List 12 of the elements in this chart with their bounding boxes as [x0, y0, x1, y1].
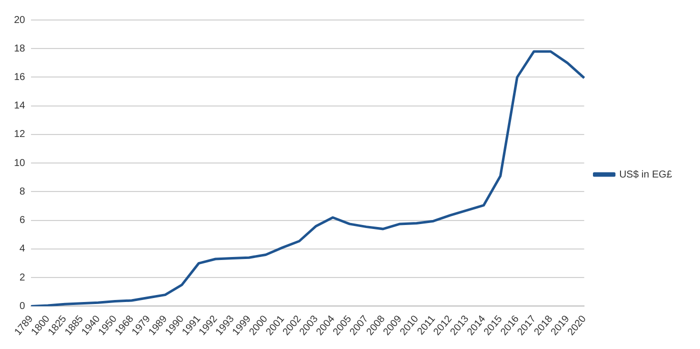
y-tick-label: 18 — [14, 43, 26, 54]
legend-label: US$ in EG£ — [619, 169, 672, 180]
y-tick-label: 4 — [20, 244, 26, 255]
y-tick-label: 6 — [20, 215, 26, 226]
y-tick-label: 10 — [14, 158, 26, 169]
y-tick-label: 12 — [14, 129, 26, 140]
y-tick-label: 2 — [20, 272, 26, 284]
y-tick-label: 20 — [14, 14, 26, 26]
y-tick-label: 16 — [14, 72, 26, 83]
y-tick-label: 8 — [20, 186, 26, 198]
y-tick-label: 14 — [14, 100, 26, 112]
y-tick-label: 0 — [20, 300, 26, 312]
